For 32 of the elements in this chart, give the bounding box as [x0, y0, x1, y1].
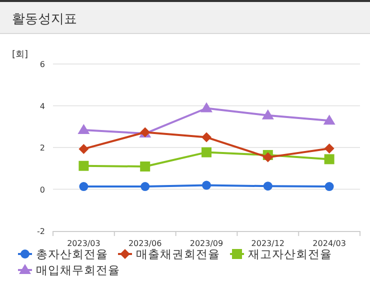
y-tick-label: 2: [40, 144, 45, 152]
point: [324, 182, 334, 192]
x-tick-label: 2023/06: [128, 239, 162, 248]
title: 활동성지표: [12, 12, 77, 27]
point: [262, 109, 274, 120]
x-tick-label: 2023/03: [67, 239, 100, 248]
point: [263, 182, 272, 191]
point: [79, 182, 88, 192]
x-tick-label: 2024/03: [312, 239, 346, 248]
point: [78, 124, 90, 134]
point: [324, 144, 334, 154]
point: [78, 144, 89, 154]
point: [202, 147, 212, 158]
point: [140, 161, 150, 172]
x-tick-label: 2023/12: [251, 239, 285, 248]
legend-label: 매출채권회전율: [136, 247, 220, 261]
ylabel: [회]: [12, 50, 28, 60]
point: [200, 102, 212, 112]
point: [78, 160, 89, 171]
legend-label: 총자산회전율: [36, 247, 108, 261]
legend-label: 매입채무회전율: [36, 263, 120, 277]
x-tick-label: 2023/09: [190, 239, 224, 248]
y-tick-label: 0: [40, 185, 45, 194]
point: [324, 154, 334, 164]
point: [323, 114, 336, 125]
point: [202, 180, 211, 190]
legend-label: 재고자산회전율: [248, 247, 332, 261]
y-tick-label: 6: [40, 60, 45, 69]
y-tick-label: -2: [37, 227, 45, 236]
point: [140, 182, 150, 192]
y-tick-label: 4: [40, 102, 45, 111]
point: [202, 132, 212, 142]
